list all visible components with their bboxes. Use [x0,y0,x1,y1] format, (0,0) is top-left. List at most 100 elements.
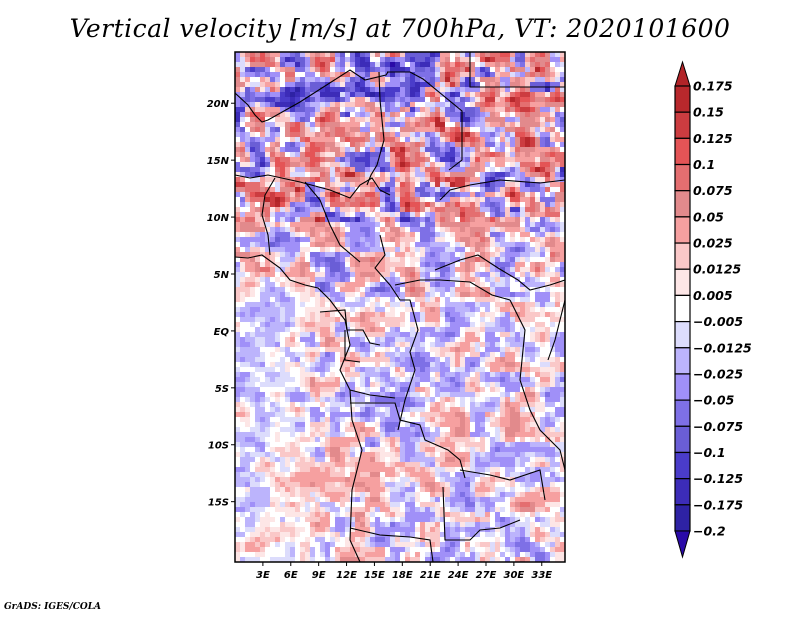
field-cell [520,252,526,258]
field-cell [445,317,451,323]
field-cell [250,52,256,58]
field-cell [435,282,441,288]
field-cell [560,57,565,63]
field-cell [525,377,531,383]
field-cell [500,362,506,368]
field-cell [490,182,496,188]
field-cell [555,177,561,183]
field-cell [325,62,331,68]
field-cell [455,72,461,78]
field-cell [340,147,346,153]
field-cell [360,212,366,218]
field-cell [440,112,446,118]
field-cell [510,217,516,223]
field-cell [440,242,446,248]
field-cell [405,347,411,353]
field-cell [275,92,281,98]
field-cell [435,112,441,118]
field-cell [495,117,501,123]
field-cell [235,227,241,233]
field-cell [505,377,511,383]
field-cell [415,82,421,88]
field-cell [300,117,306,123]
field-cell [470,147,476,153]
field-cell [480,277,486,283]
field-cell [515,412,521,418]
field-cell [355,182,361,188]
field-cell [385,377,391,383]
field-cell [410,187,416,193]
field-cell [450,317,456,323]
field-cell [355,122,361,128]
field-cell [550,352,556,358]
field-cell [360,312,366,318]
field-cell [340,282,346,288]
field-cell [455,372,461,378]
field-cell [530,147,536,153]
field-cell [320,402,326,408]
field-cell [495,87,501,93]
field-cell [495,137,501,143]
field-cell [530,52,536,58]
field-cell [340,277,346,283]
field-cell [260,112,266,118]
field-cell [305,267,311,273]
field-cell [550,372,556,378]
field-cell [525,227,531,233]
field-cell [325,292,331,298]
field-cell [505,262,511,268]
field-cell [540,192,546,198]
field-cell [355,222,361,228]
field-cell [380,97,386,103]
field-cell [275,272,281,278]
field-cell [445,187,451,193]
field-cell [350,247,356,253]
field-cell [525,207,531,213]
field-cell [275,167,281,173]
field-cell [550,422,556,428]
field-cell [315,377,321,383]
field-cell [480,197,486,203]
field-cell [275,392,281,398]
field-cell [325,332,331,338]
field-cell [270,292,276,298]
field-cell [325,92,331,98]
field-cell [400,277,406,283]
field-cell [270,122,276,128]
field-cell [495,347,501,353]
field-cell [290,117,296,123]
field-cell [300,207,306,213]
field-cell [300,417,306,423]
field-cell [435,312,441,318]
field-cell [555,232,561,238]
field-cell [465,52,471,58]
field-cell [515,362,521,368]
field-cell [465,317,471,323]
field-cell [550,362,556,368]
field-cell [380,377,386,383]
field-cell [350,147,356,153]
field-cell [385,232,391,238]
field-cell [385,102,391,108]
field-cell [300,167,306,173]
field-cell [290,237,296,243]
field-cell [315,402,321,408]
field-cell [455,197,461,203]
field-cell [375,72,381,78]
field-cell [460,212,466,218]
field-cell [235,327,241,333]
field-cell [450,417,456,423]
field-cell [435,342,441,348]
field-cell [505,232,511,238]
field-cell [430,332,436,338]
field-cell [395,367,401,373]
field-cell [295,362,301,368]
field-cell [350,122,356,128]
field-cell [525,257,531,263]
field-cell [310,217,316,223]
field-cell [245,207,251,213]
field-cell [295,242,301,248]
field-cell [400,332,406,338]
field-cell [515,237,521,243]
field-cell [495,227,501,233]
